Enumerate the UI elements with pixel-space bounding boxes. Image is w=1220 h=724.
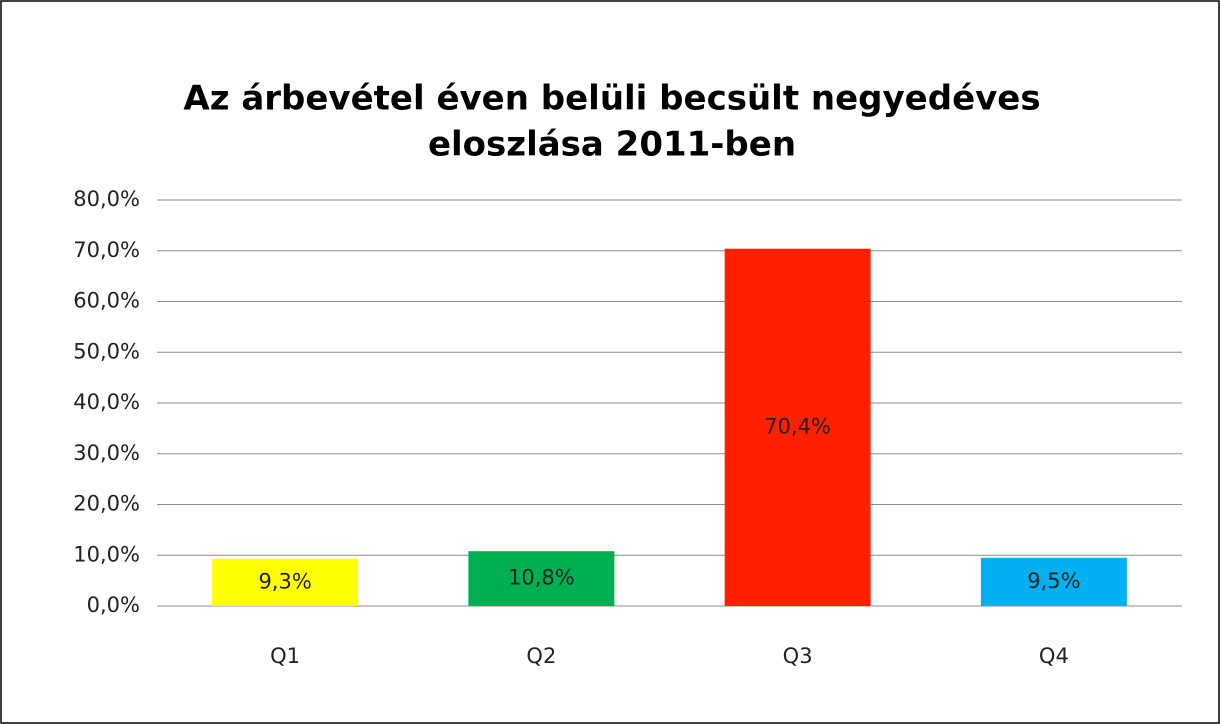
bar: [468, 551, 615, 606]
y-tick-label: 30,0%: [73, 441, 140, 465]
x-tick-label: Q3: [783, 644, 813, 668]
chart-title: eloszlása 2011-ben: [428, 125, 796, 165]
y-tick-label: 50,0%: [73, 339, 140, 363]
y-tick-label: 10,0%: [73, 542, 140, 566]
y-tick-label: 40,0%: [73, 390, 140, 414]
chart-title: Az árbevétel éven belüli becsült negyedé…: [183, 79, 1040, 119]
data-label: 9,5%: [1027, 569, 1080, 593]
x-tick-label: Q1: [270, 644, 300, 668]
y-tick-label: 60,0%: [73, 289, 140, 313]
bar: [980, 557, 1127, 606]
data-label: 70,4%: [764, 414, 831, 438]
y-tick-label: 80,0%: [73, 187, 140, 211]
x-tick-label: Q4: [1039, 644, 1069, 668]
y-tick-label: 70,0%: [73, 238, 140, 262]
y-tick-label: 20,0%: [73, 492, 140, 516]
bar: [212, 558, 359, 606]
data-label: 10,8%: [508, 566, 575, 590]
data-label: 9,3%: [258, 569, 311, 593]
x-tick-label: Q2: [526, 644, 556, 668]
bar: [724, 248, 871, 606]
y-tick-label: 0,0%: [87, 593, 140, 617]
